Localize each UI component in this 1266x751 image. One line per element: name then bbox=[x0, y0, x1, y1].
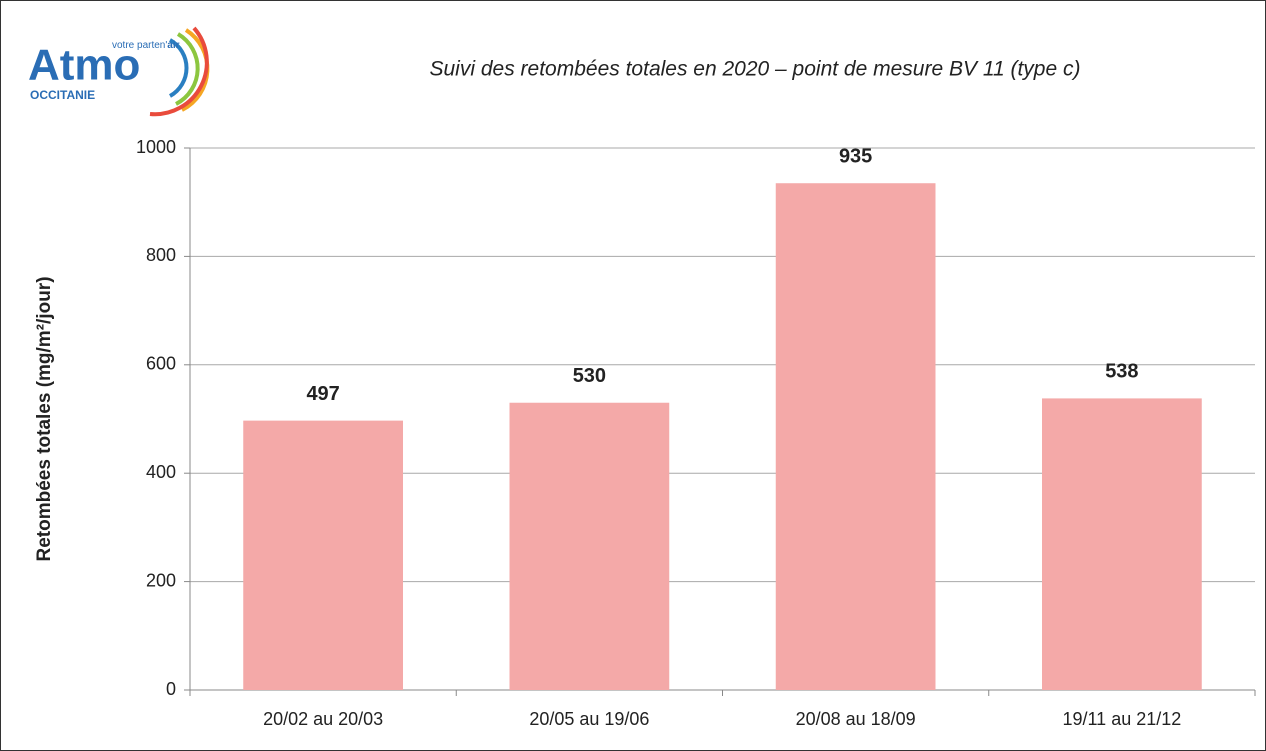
logo-tagline: votre parten'air bbox=[112, 40, 180, 51]
y-tick-label: 200 bbox=[146, 570, 176, 590]
y-axis-label: Retombées totales (mg/m²/jour) bbox=[34, 276, 55, 561]
y-tick-label: 800 bbox=[146, 245, 176, 265]
x-tick-label: 19/11 au 21/12 bbox=[1062, 709, 1181, 729]
logo-name: Atmo bbox=[28, 41, 140, 90]
logo-region: OCCITANIE bbox=[30, 88, 95, 102]
y-tick-label: 0 bbox=[166, 679, 176, 699]
x-tick-label: 20/05 au 19/06 bbox=[529, 709, 649, 729]
logo-arc bbox=[175, 32, 200, 106]
bar bbox=[509, 402, 670, 690]
y-tick-label: 400 bbox=[146, 462, 176, 482]
logo-arc bbox=[149, 26, 209, 117]
value-label: 538 bbox=[1105, 361, 1138, 383]
bar bbox=[243, 420, 403, 690]
logo-arc bbox=[168, 38, 189, 98]
logo-tagline-bold: air bbox=[167, 40, 179, 51]
value-label: 497 bbox=[306, 383, 339, 405]
logo: Atmo votre parten'air OCCITANIE bbox=[28, 26, 210, 117]
value-label: 530 bbox=[573, 365, 606, 387]
bar bbox=[1042, 398, 1202, 690]
chart-title: Suivi des retombées totales en 2020 – po… bbox=[430, 58, 1081, 81]
value-label: 935 bbox=[839, 146, 872, 168]
x-tick-label: 20/08 au 18/09 bbox=[796, 709, 916, 729]
y-tick-label: 600 bbox=[146, 354, 176, 374]
y-tick-label: 1000 bbox=[136, 137, 176, 157]
bar bbox=[775, 183, 936, 691]
logo-tagline-text: votre parten' bbox=[112, 40, 167, 51]
x-tick-label: 20/02 au 20/03 bbox=[263, 709, 383, 729]
